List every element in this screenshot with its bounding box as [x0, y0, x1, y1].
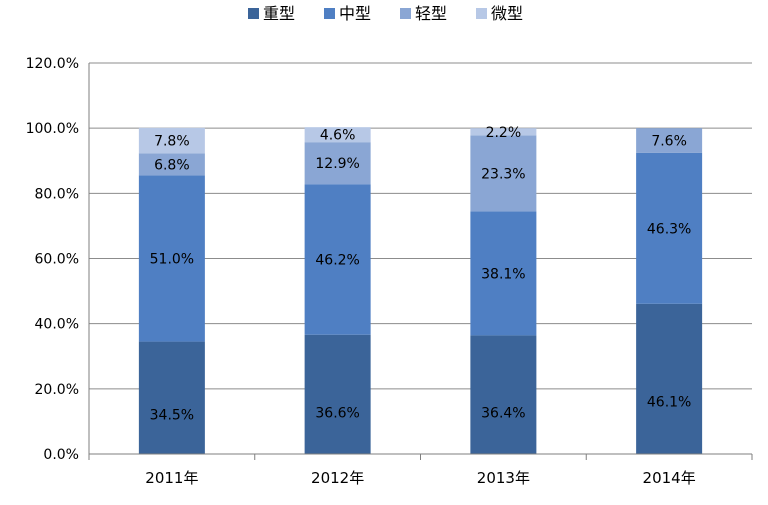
- bar-segment: [304, 184, 371, 335]
- y-tick-label: 100.0%: [26, 121, 79, 137]
- bar-segment: [304, 127, 371, 143]
- data-label: 38.1%: [481, 266, 525, 282]
- data-label: 7.6%: [651, 134, 687, 150]
- data-label: 46.2%: [315, 252, 359, 268]
- x-tick-label: 2014年: [643, 469, 696, 487]
- legend-swatch: [400, 8, 411, 19]
- data-label: 46.3%: [647, 221, 691, 237]
- legend-label: 微型: [491, 4, 523, 23]
- data-label: 51.0%: [150, 252, 194, 268]
- data-label: 6.8%: [154, 157, 190, 173]
- data-label: 2.2%: [486, 125, 522, 141]
- data-label: 23.3%: [481, 166, 525, 182]
- axes: 0.0% 20.0% 40.0% 60.0% 80.0% 100.0% 120.0% 2011…: [26, 56, 753, 487]
- bar-segment: [636, 128, 703, 153]
- data-label: 46.1%: [647, 394, 691, 410]
- data-label: 7.8%: [154, 134, 190, 150]
- data-label: 36.4%: [481, 405, 525, 421]
- bar-segment: [138, 341, 205, 454]
- legend-swatch: [324, 8, 335, 19]
- legend-swatch: [248, 8, 259, 19]
- data-labels: 34.5% 51.0% 6.8% 7.8% 36.6% 46.2% 12.9% 4.6% 36.…: [150, 125, 692, 424]
- x-tick-label: 2011年: [145, 469, 198, 487]
- bar-segment: [138, 127, 205, 154]
- bar-segment: [138, 175, 205, 342]
- legend-label: 轻型: [415, 4, 447, 23]
- data-label: 4.6%: [320, 128, 356, 144]
- bar-segment: [304, 142, 371, 185]
- data-label: 34.5%: [150, 408, 194, 424]
- bar-segment: [138, 153, 205, 176]
- legend: 重型 中型 轻型 微型: [248, 4, 523, 23]
- bar-segment: [470, 335, 537, 454]
- bar-segment: [470, 211, 537, 336]
- bar-segment: [470, 128, 537, 136]
- y-tick-label: 60.0%: [35, 252, 79, 268]
- bar-segment: [636, 152, 703, 304]
- bar-segment: [636, 303, 703, 454]
- data-label: 12.9%: [315, 156, 359, 172]
- legend-label: 中型: [339, 4, 371, 23]
- data-label: 36.6%: [315, 405, 359, 421]
- y-tick-label: 120.0%: [26, 56, 79, 72]
- legend-swatch: [476, 8, 487, 19]
- y-tick-label: 40.0%: [35, 317, 79, 333]
- bars: [138, 127, 703, 454]
- bar-segment: [470, 135, 537, 212]
- x-tick-label: 2012年: [311, 469, 364, 487]
- x-tick-label: 2013年: [477, 469, 530, 487]
- y-tick-label: 80.0%: [35, 186, 79, 202]
- y-tick-label: 20.0%: [35, 382, 79, 398]
- legend-label: 重型: [263, 4, 295, 23]
- bar-segment: [304, 334, 371, 454]
- y-tick-label: 0.0%: [43, 447, 79, 463]
